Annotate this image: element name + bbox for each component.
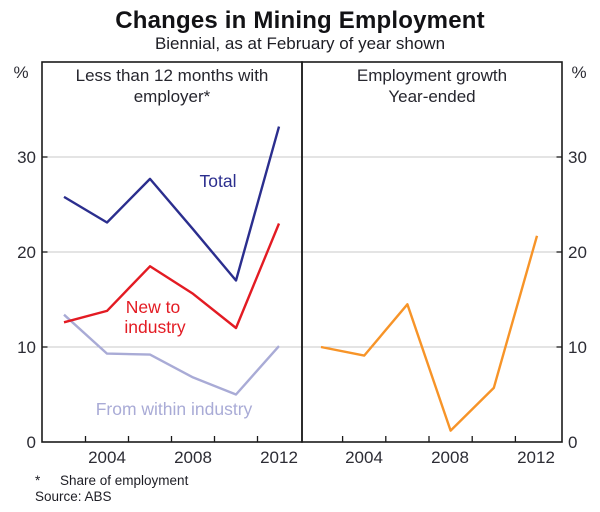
x-tick-label: 2008 (174, 448, 212, 467)
series-label-from-within-industry: From within industry (96, 399, 253, 419)
y-tick-label: 0 (27, 433, 36, 452)
line-from-within-industry (63, 313, 280, 396)
chart-title: Changes in Mining Employment (115, 7, 485, 34)
series-label-total: Total (200, 171, 237, 191)
x-axis-labels: 2004 2008 2012 2004 2008 2012 (88, 448, 555, 467)
source-text: Source: ABS (35, 489, 112, 504)
y-tick-label: 10 (568, 338, 587, 357)
right-panel-title: Employment growth Year-ended (357, 66, 507, 106)
y-tick-label: 30 (17, 148, 36, 167)
line-new-to-industry (63, 223, 281, 330)
plot-lines (63, 126, 539, 432)
x-tick-label: 2012 (260, 448, 298, 467)
x-tick-label: 2008 (431, 448, 469, 467)
axis-ticks (42, 156, 562, 442)
line-total (63, 126, 281, 282)
right-panel-title-line2: Year-ended (388, 87, 475, 106)
x-tick-label: 2004 (88, 448, 126, 467)
left-panel-title: Less than 12 months with employer* (76, 66, 269, 106)
y-tick-label: 20 (568, 243, 587, 262)
footnote-text: Share of employment (60, 473, 189, 488)
series-label-new-to-industry-line2: industry (124, 317, 186, 337)
x-tick-label: 2012 (517, 448, 555, 467)
y-tick-label: 30 (568, 148, 587, 167)
left-panel-title-line1: Less than 12 months with (76, 66, 269, 85)
y-tick-label: 20 (17, 243, 36, 262)
right-axis-labels: 30 20 10 0 (568, 148, 587, 452)
series-label-new-to-industry-line1: New to (126, 297, 180, 317)
left-axis-unit: % (13, 63, 28, 82)
y-tick-label: 10 (17, 338, 36, 357)
left-axis-labels: 30 20 10 0 (17, 148, 36, 452)
right-axis-unit: % (571, 63, 586, 82)
x-tick-label: 2004 (345, 448, 383, 467)
y-tick-label: 0 (568, 433, 577, 452)
line-employment-growth (320, 235, 539, 432)
chart-subtitle: Biennial, as at February of year shown (154, 34, 446, 53)
footnote-marker: * (35, 473, 41, 488)
left-panel-title-line2: employer* (134, 87, 211, 106)
footnotes: * Share of employment Source: ABS (35, 473, 189, 504)
right-panel-title-line1: Employment growth (357, 66, 507, 85)
